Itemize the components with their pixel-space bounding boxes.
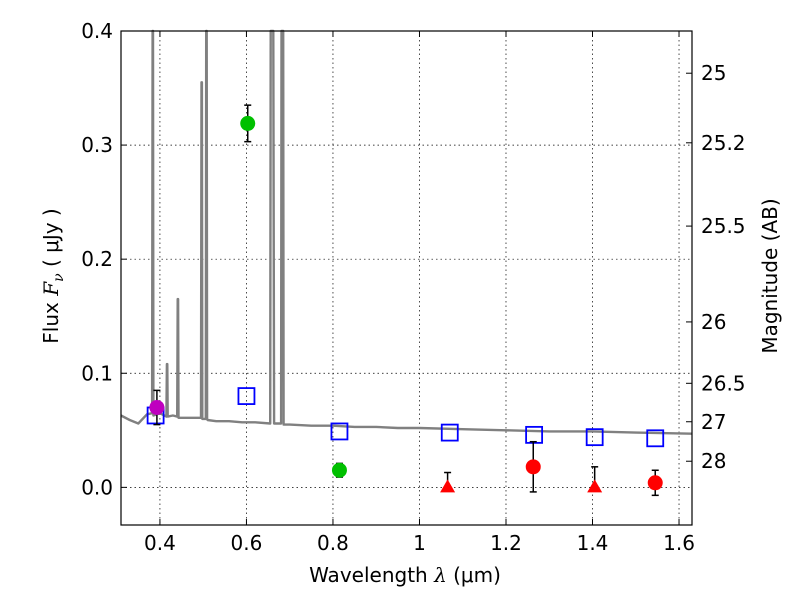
magnitude-tick-label: 26 <box>701 310 726 334</box>
y-tick-label: 0.0 <box>81 475 113 499</box>
x-tick-label: 1.6 <box>663 531 695 555</box>
x-tick-label: 1 <box>413 531 426 555</box>
y-tick-label: 0.1 <box>81 361 113 385</box>
observed-green-marker <box>331 462 347 478</box>
x-tick-label: 0.4 <box>144 531 176 555</box>
y-tick-label: 0.4 <box>81 19 113 43</box>
points-layer <box>146 104 665 497</box>
y-tick-label: 0.2 <box>81 247 113 271</box>
observed-purple-marker <box>149 399 165 415</box>
model-spectrum-line <box>120 29 693 435</box>
magnitude-tick-label: 26.5 <box>701 371 746 395</box>
y-tick-label: 0.3 <box>81 133 113 157</box>
magnitude-tick-label: 25.5 <box>701 214 746 238</box>
x-tick-label: 1.4 <box>577 531 609 555</box>
x-tick-label: 0.8 <box>317 531 349 555</box>
ticks: 0.4 0.6 0.8 1 1.2 1.4 1.6 0.0 0.1 0.2 0.3 0.4 25 25.2… <box>81 19 745 555</box>
model-photometry-marker <box>440 423 459 442</box>
model-photometry-marker <box>525 425 544 444</box>
observed-red-marker <box>647 475 663 491</box>
magnitude-tick-label: 25 <box>701 61 726 85</box>
upper-limits-red-marker <box>440 479 456 493</box>
magnitude-tick-label: 28 <box>701 449 726 473</box>
x-tick-label: 0.6 <box>231 531 263 555</box>
model-photometry-marker <box>237 387 256 405</box>
y-axis-label: Flux Fν ( μJy ) <box>39 208 67 343</box>
model-photometry-marker <box>330 422 349 441</box>
upper-limits-red-marker <box>587 479 603 493</box>
magnitude-axis-label: Magnitude (AB) <box>758 198 782 353</box>
magnitude-tick-label: 25.2 <box>701 131 746 155</box>
x-tick-label: 1.2 <box>490 531 522 555</box>
model-photometry-marker <box>585 428 604 447</box>
spectrum-layer <box>120 29 693 435</box>
plot-frame <box>120 30 693 526</box>
model-photometry-marker <box>646 429 665 448</box>
observed-red-marker <box>525 459 541 475</box>
magnitude-tick-label: 27 <box>701 410 726 434</box>
x-axis-label: Wavelength λ (μm) <box>309 563 501 587</box>
observed-green-marker <box>240 115 256 131</box>
